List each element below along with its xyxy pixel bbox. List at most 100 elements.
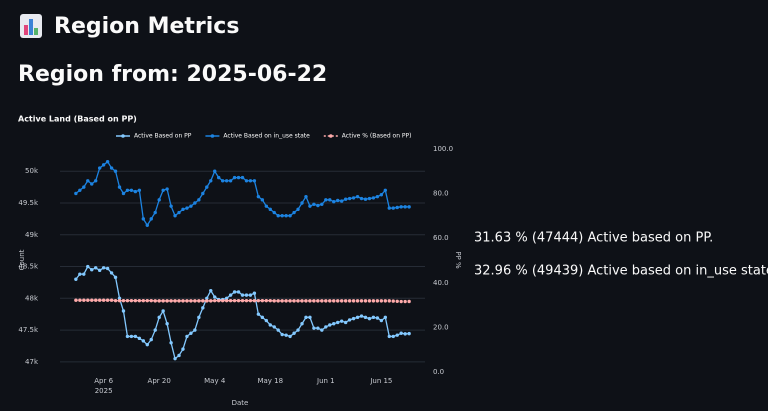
data-point xyxy=(292,299,296,303)
data-point xyxy=(268,323,272,327)
data-point xyxy=(236,298,241,303)
data-point xyxy=(232,175,237,180)
data-point xyxy=(395,205,399,210)
data-point xyxy=(105,160,110,164)
data-point xyxy=(363,315,368,320)
legend-label: Active Based on PP xyxy=(134,133,192,140)
data-point xyxy=(129,298,134,303)
data-point xyxy=(78,272,82,276)
data-point xyxy=(367,316,372,321)
data-point xyxy=(232,298,237,303)
data-point xyxy=(197,198,201,202)
data-point xyxy=(407,331,411,336)
data-point xyxy=(359,196,364,201)
data-point xyxy=(74,191,78,196)
data-point xyxy=(296,299,300,303)
data-point xyxy=(339,319,344,323)
data-point xyxy=(74,277,78,281)
data-point xyxy=(260,315,265,320)
data-point xyxy=(367,299,372,303)
data-point xyxy=(403,332,407,336)
data-point xyxy=(292,210,296,215)
data-point xyxy=(316,299,320,303)
data-point xyxy=(355,194,360,199)
data-point xyxy=(252,179,257,183)
data-point xyxy=(153,210,157,215)
data-point xyxy=(209,288,213,293)
data-point xyxy=(216,175,221,180)
data-point xyxy=(224,298,229,303)
data-point xyxy=(205,299,209,303)
data-point xyxy=(256,312,261,316)
data-point xyxy=(355,315,360,320)
y-tick-label: 50k xyxy=(25,167,39,175)
data-point xyxy=(94,179,98,183)
data-point xyxy=(324,299,328,303)
data-point xyxy=(320,202,324,206)
data-point xyxy=(244,293,249,297)
data-point xyxy=(129,334,134,339)
legend-marker xyxy=(210,134,215,138)
data-point xyxy=(288,334,292,339)
data-point xyxy=(351,196,356,200)
data-point xyxy=(121,298,126,303)
data-point xyxy=(82,185,86,189)
data-point xyxy=(145,342,149,347)
data-point xyxy=(332,200,336,204)
data-point xyxy=(288,214,292,218)
data-point xyxy=(375,316,380,320)
data-point xyxy=(109,298,114,302)
data-point xyxy=(141,217,146,221)
data-point xyxy=(165,322,169,326)
data-point xyxy=(193,328,197,332)
legend-label: Active % (Based on PP) xyxy=(342,133,412,140)
data-point xyxy=(280,214,284,218)
data-point xyxy=(201,191,205,196)
data-point xyxy=(101,163,106,167)
data-point xyxy=(312,299,316,303)
data-point xyxy=(117,298,122,303)
data-point xyxy=(300,322,304,326)
y-axis-title: Count xyxy=(18,249,26,270)
y2-tick-label: 80.0 xyxy=(433,190,449,198)
y-tick-label: 49k xyxy=(25,231,39,239)
data-point xyxy=(97,298,102,302)
chart-title: Active Land (Based on PP) xyxy=(18,115,137,124)
data-point xyxy=(201,299,205,303)
data-point xyxy=(248,179,253,183)
data-point xyxy=(181,207,185,212)
data-point xyxy=(284,333,288,337)
data-point xyxy=(383,188,388,192)
data-point xyxy=(312,326,316,330)
data-point xyxy=(363,299,368,303)
data-point xyxy=(133,298,138,303)
data-point xyxy=(379,193,384,197)
data-point xyxy=(336,198,340,203)
data-point xyxy=(328,198,332,202)
y2-tick-label: 20.0 xyxy=(433,323,449,331)
data-point xyxy=(216,298,221,303)
data-point xyxy=(109,166,114,170)
y-tick-label: 47.5k xyxy=(18,326,39,334)
data-point xyxy=(145,298,149,303)
data-point xyxy=(403,299,407,304)
data-point xyxy=(213,169,217,173)
y-tick-label: 48k xyxy=(25,294,39,302)
data-point xyxy=(169,341,173,345)
data-point xyxy=(125,334,130,339)
data-point xyxy=(240,175,245,180)
data-point xyxy=(308,204,312,208)
data-point xyxy=(157,299,161,303)
data-point xyxy=(252,291,257,295)
data-point xyxy=(264,204,269,208)
data-point xyxy=(288,299,292,303)
data-point xyxy=(189,331,193,335)
data-point xyxy=(276,214,280,218)
data-point xyxy=(125,298,130,303)
data-point xyxy=(300,201,304,205)
data-point xyxy=(189,204,193,208)
data-point xyxy=(375,194,380,199)
data-point xyxy=(153,328,157,332)
data-point xyxy=(117,185,122,189)
data-point xyxy=(296,207,300,212)
